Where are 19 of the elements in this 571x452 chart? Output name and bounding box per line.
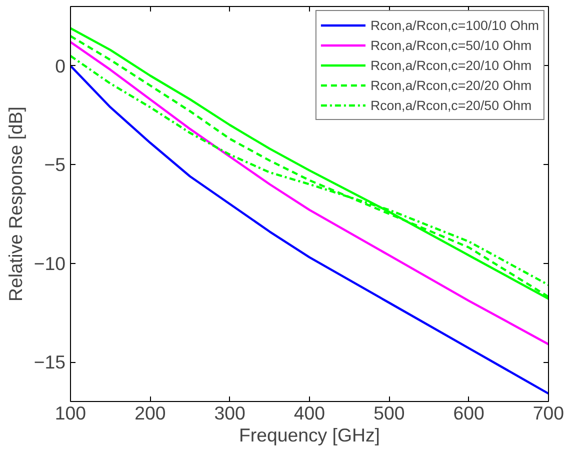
- legend-label: Rcon,a/Rcon,c=20/20 Ohm: [370, 78, 532, 92]
- x-tick-label: 500: [374, 402, 405, 424]
- y-tick-label: −5: [44, 154, 66, 175]
- line-series: [70, 40, 548, 346]
- legend-label: Rcon,a/Rcon,c=20/10 Ohm: [370, 58, 532, 72]
- x-tick-label: 200: [134, 402, 166, 424]
- x-tick-label: 300: [214, 402, 246, 424]
- legend-label: Rcon,a/Rcon,c=20/50 Ohm: [370, 98, 532, 112]
- x-axis-title: Frequency [GHz]: [238, 424, 380, 446]
- y-tick-label: −15: [34, 352, 66, 372]
- x-tick-label: 600: [453, 402, 484, 424]
- y-axis-title: Relative Response [dB]: [4, 106, 26, 302]
- x-tick-label: 100: [54, 402, 86, 424]
- y-tick-label: −10: [34, 252, 66, 274]
- x-tick-label: 400: [294, 402, 326, 424]
- legend-label: Rcon,a/Rcon,c=100/10 Ohm: [370, 18, 539, 32]
- x-tick-label: 700: [532, 402, 564, 424]
- y-tick-label: 0: [55, 55, 66, 76]
- legend-label: Rcon,a/Rcon,c=50/10 Ohm: [370, 38, 532, 52]
